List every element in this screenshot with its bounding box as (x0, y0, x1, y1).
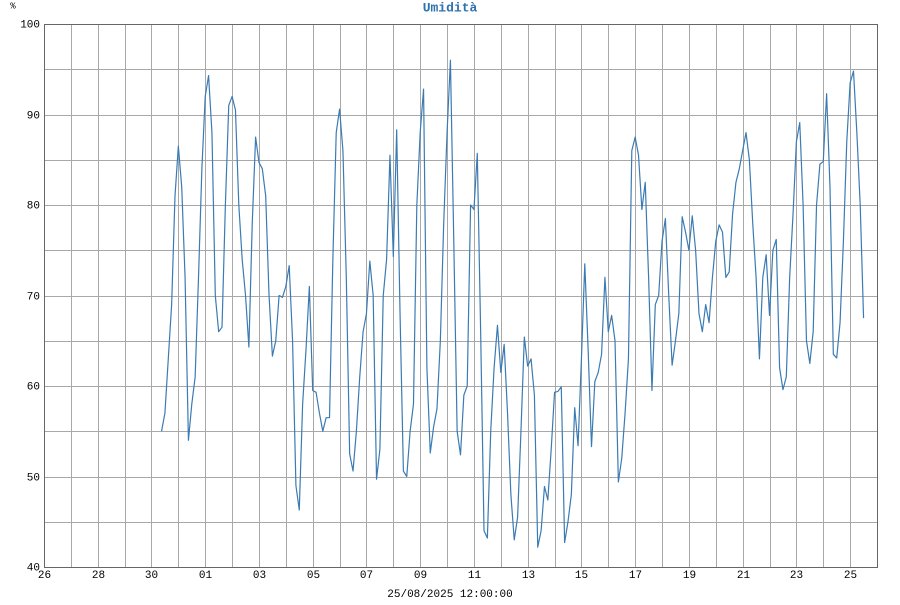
x-tick-label: 25 (844, 570, 857, 582)
data-line (160, 59, 865, 548)
x-tick-label: 17 (629, 570, 642, 582)
x-tick-label: 05 (307, 570, 320, 582)
y-tick-label: 90 (27, 110, 40, 122)
x-tick-label: 03 (253, 570, 266, 582)
x-tick-label: 26 (38, 570, 51, 582)
x-tick-label: 28 (92, 570, 105, 582)
x-tick-label: 21 (737, 570, 751, 582)
x-tick-label: 07 (360, 570, 373, 582)
plot-frame (44, 24, 878, 568)
y-tick-label: 70 (27, 291, 40, 303)
x-tick-label: 01 (199, 570, 213, 582)
x-tick-label: 30 (145, 570, 158, 582)
y-tick-label: 40 (27, 562, 40, 574)
chart-title: Umidità (423, 0, 478, 15)
y-tick-label: 50 (27, 472, 40, 484)
y-tick-label: 80 (27, 200, 40, 212)
y-axis-label: % (10, 1, 16, 11)
x-tick-label: 11 (468, 570, 482, 582)
x-tick-label: 19 (683, 570, 696, 582)
x-tick-label: 09 (414, 570, 427, 582)
x-axis-label: 25/08/2025 12:00:00 (387, 589, 512, 600)
y-tick-label: 60 (27, 381, 40, 393)
x-tick-label: 23 (790, 570, 803, 582)
x-tick-label: 13 (522, 570, 535, 582)
x-tick-label: 15 (575, 570, 588, 582)
y-tick-label: 100 (20, 19, 40, 31)
